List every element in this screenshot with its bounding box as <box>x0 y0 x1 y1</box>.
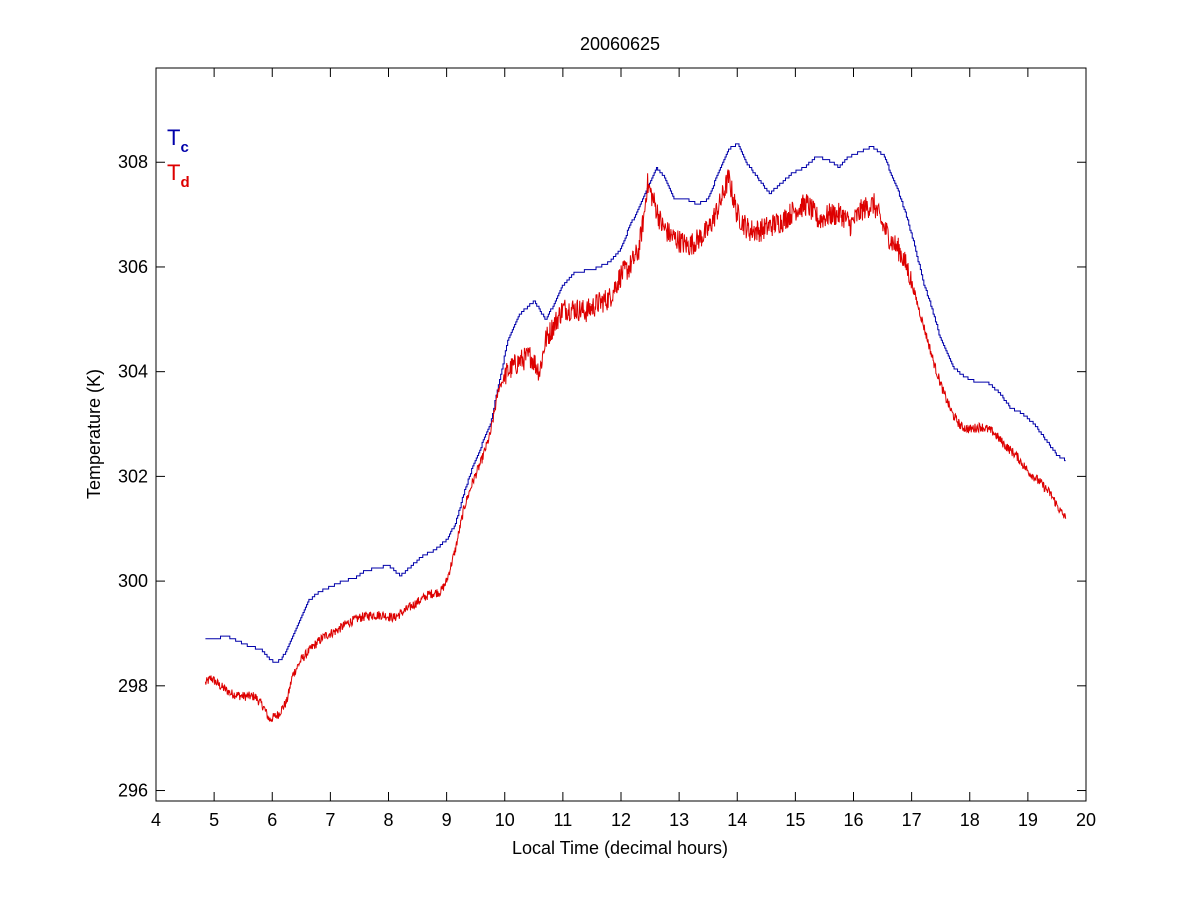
x-tick-label: 20 <box>1076 810 1096 830</box>
x-tick-label: 9 <box>442 810 452 830</box>
y-tick-label: 296 <box>118 781 148 801</box>
y-tick-label: 306 <box>118 257 148 277</box>
plot-frame <box>155 67 1087 802</box>
x-tick-label: 19 <box>1018 810 1038 830</box>
x-tick-label: 4 <box>151 810 161 830</box>
x-tick-label: 10 <box>495 810 515 830</box>
y-tick-label: 302 <box>118 466 148 486</box>
x-tick-label: 15 <box>785 810 805 830</box>
series-line-td <box>204 169 1067 723</box>
x-tick-label: 5 <box>209 810 219 830</box>
x-axis-label: Local Time (decimal hours) <box>512 838 728 858</box>
series-line-tc <box>205 143 1066 663</box>
x-tick-label: 16 <box>843 810 863 830</box>
y-tick-label: 300 <box>118 571 148 591</box>
x-tick-label: 11 <box>554 810 573 830</box>
x-tick-label: 6 <box>267 810 277 830</box>
x-tick-label: 12 <box>611 810 631 830</box>
x-tick-label: 13 <box>669 810 689 830</box>
x-tick-label: 7 <box>325 810 335 830</box>
plot-area: 4 5 6 7 8 9 10 11 12 13 14 15 16 17 18 19 20 296 298 300 302… <box>118 67 1096 830</box>
y-tick-label: 298 <box>118 676 148 696</box>
legend: Tc Td <box>167 125 190 191</box>
legend-entry-tc: Tc <box>167 125 189 156</box>
x-tick-label: 14 <box>727 810 747 830</box>
chart-title: 20060625 <box>580 34 660 54</box>
y-axis-label: Temperature (K) <box>84 369 104 499</box>
x-tick-label: 17 <box>902 810 922 830</box>
x-tick-label: 18 <box>960 810 980 830</box>
y-tick-label: 308 <box>118 152 148 172</box>
legend-entry-td: Td <box>167 160 190 191</box>
x-tick-label: 8 <box>383 810 393 830</box>
y-tick-label: 304 <box>118 362 148 382</box>
